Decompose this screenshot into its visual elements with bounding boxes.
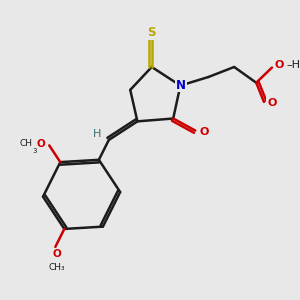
Text: O: O	[52, 249, 61, 259]
Text: O: O	[267, 98, 277, 108]
Text: S: S	[148, 26, 156, 39]
Text: –H: –H	[287, 60, 300, 70]
Text: O: O	[274, 60, 284, 70]
Text: O: O	[199, 127, 208, 137]
Text: O: O	[36, 139, 45, 149]
Text: N: N	[176, 79, 186, 92]
Text: H: H	[93, 129, 101, 139]
Text: CH: CH	[20, 140, 33, 148]
Text: 3: 3	[32, 148, 37, 154]
Text: CH₃: CH₃	[49, 262, 65, 272]
